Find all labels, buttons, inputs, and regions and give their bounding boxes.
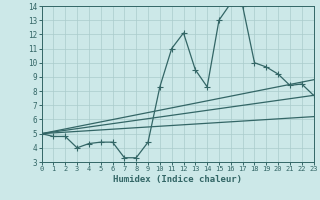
X-axis label: Humidex (Indice chaleur): Humidex (Indice chaleur) <box>113 175 242 184</box>
